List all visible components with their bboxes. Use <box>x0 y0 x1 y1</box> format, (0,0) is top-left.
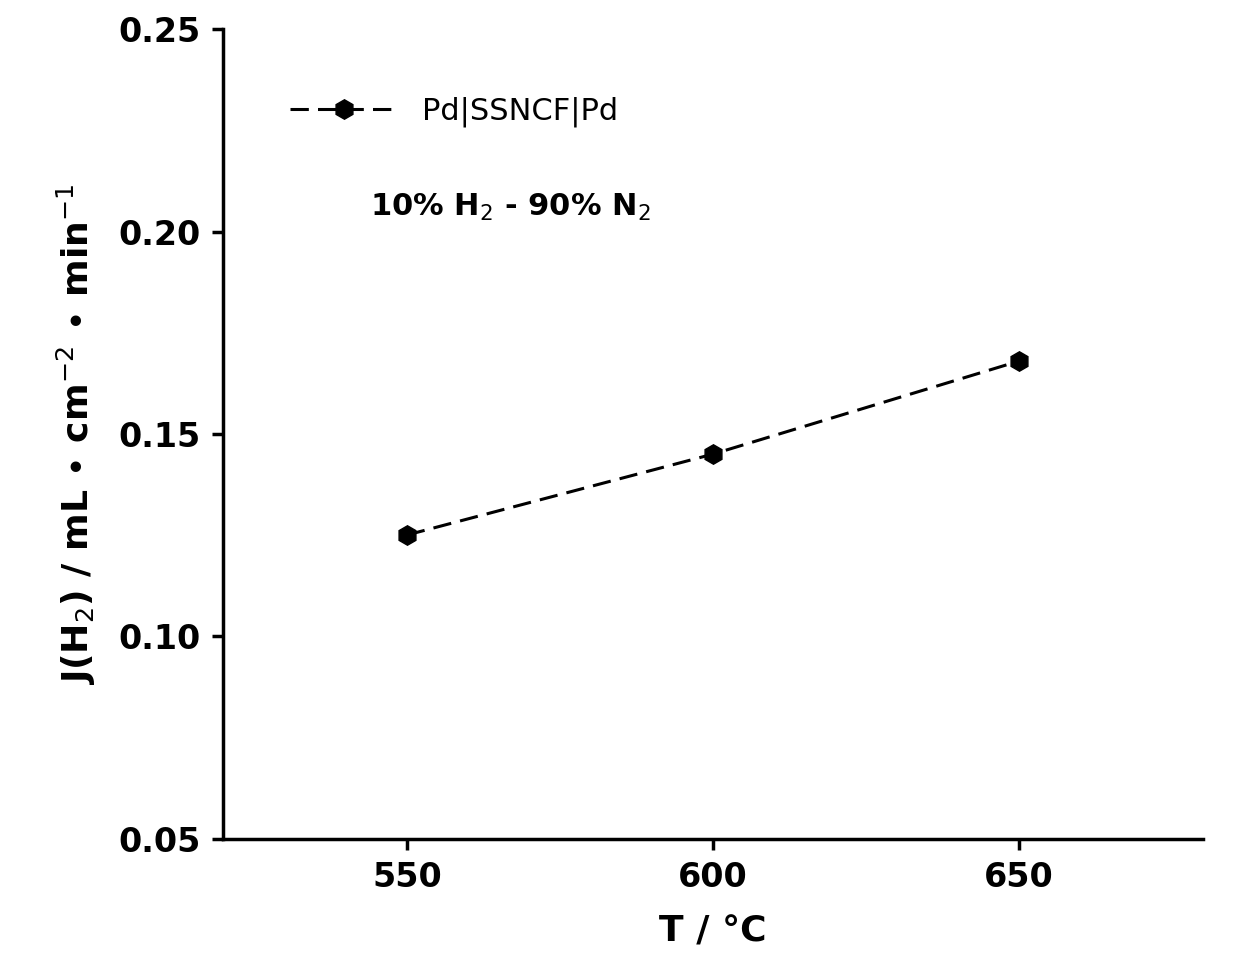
Text: 10% H$_2$ - 90% N$_2$: 10% H$_2$ - 90% N$_2$ <box>370 192 651 223</box>
Legend: Pd|SSNCF|Pd: Pd|SSNCF|Pd <box>254 59 655 164</box>
X-axis label: T / °C: T / °C <box>660 915 766 949</box>
Y-axis label: J(H$_2$) / mL $\bullet$ cm$^{-2}$ $\bullet$ min$^{-1}$: J(H$_2$) / mL $\bullet$ cm$^{-2}$ $\bull… <box>55 183 98 684</box>
